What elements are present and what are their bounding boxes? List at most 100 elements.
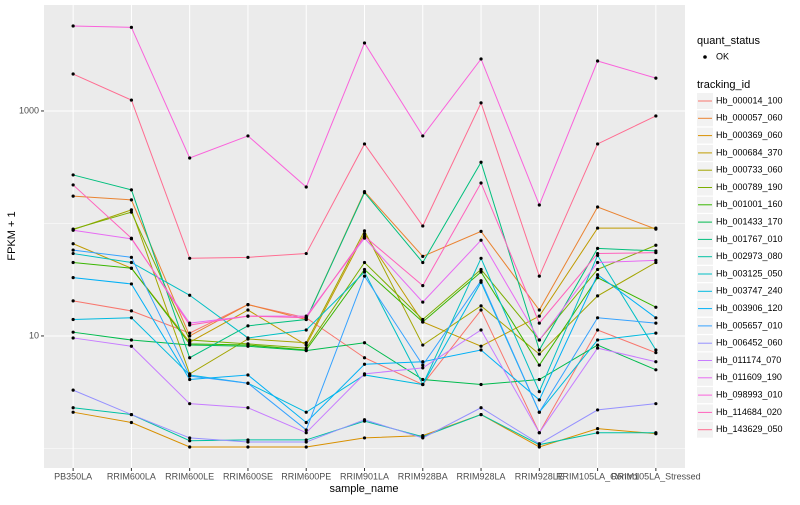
data-point	[304, 316, 308, 320]
data-point	[129, 255, 134, 259]
data-point	[595, 251, 600, 256]
data-point	[654, 114, 658, 118]
data-point	[188, 436, 192, 440]
data-point	[129, 338, 134, 342]
data-point	[595, 338, 600, 342]
data-point	[304, 428, 308, 432]
data-point	[595, 273, 600, 277]
data-point	[246, 373, 250, 377]
data-point	[188, 331, 192, 335]
data-point	[71, 248, 75, 252]
data-point	[129, 236, 134, 240]
y-tick-label: 10	[29, 330, 39, 340]
data-point	[479, 181, 483, 185]
data-point	[537, 442, 541, 446]
legend-label: Hb_001433_170	[716, 216, 783, 226]
legend-label: Hb_005657_010	[716, 320, 783, 330]
data-point	[421, 382, 425, 387]
data-point	[304, 328, 308, 332]
data-point	[71, 299, 75, 303]
data-point	[129, 25, 134, 29]
data-point	[654, 431, 658, 435]
data-point	[654, 351, 658, 355]
data-point	[479, 348, 483, 352]
data-point	[129, 260, 134, 265]
data-point	[479, 406, 483, 410]
data-point	[246, 302, 250, 307]
legend-label: Hb_114684_020	[716, 407, 782, 417]
data-point	[595, 276, 600, 280]
data-point	[479, 304, 483, 308]
data-point	[421, 284, 425, 288]
data-point	[479, 270, 483, 274]
data-point	[304, 410, 308, 414]
data-point	[479, 229, 483, 233]
data-point	[595, 205, 600, 209]
data-point	[71, 317, 75, 322]
legend-label: Hb_011174_070	[716, 355, 781, 365]
x-tick-label: RRIM105LA_Control	[556, 471, 639, 481]
data-point	[362, 229, 367, 233]
data-point	[129, 198, 134, 202]
data-point	[71, 260, 75, 265]
data-point	[304, 440, 308, 444]
data-point	[129, 208, 134, 212]
data-point	[246, 314, 250, 318]
data-point	[595, 343, 600, 347]
data-point	[537, 445, 541, 449]
data-point	[537, 410, 541, 414]
data-point	[479, 382, 483, 387]
legend-label: Hb_003906_120	[716, 303, 783, 313]
data-point	[188, 156, 192, 160]
data-point	[479, 412, 483, 417]
data-point	[188, 256, 192, 260]
data-point	[595, 316, 600, 320]
data-point	[129, 210, 134, 214]
data-point	[479, 267, 483, 272]
data-point	[421, 300, 425, 304]
data-point	[654, 251, 658, 255]
data-point	[421, 366, 425, 370]
data-point	[537, 203, 541, 207]
legend-label: Hb_003747_240	[716, 286, 783, 296]
x-tick-label: RRIM105LA_Stressed	[611, 471, 701, 481]
legend-label: Hb_098993_010	[716, 389, 783, 399]
data-point	[246, 324, 250, 328]
data-point	[304, 349, 308, 353]
data-point	[188, 343, 192, 347]
data-point	[421, 377, 425, 382]
legend-label: Hb_000789_190	[716, 182, 783, 192]
data-point	[654, 76, 658, 80]
data-point	[654, 258, 658, 262]
data-point	[188, 293, 192, 297]
data-point	[246, 406, 250, 410]
data-point	[595, 328, 600, 332]
data-point	[479, 279, 483, 283]
data-point	[129, 412, 134, 417]
data-point	[654, 305, 658, 309]
data-point	[537, 321, 541, 325]
data-point	[129, 266, 134, 270]
data-point	[246, 255, 250, 259]
data-point	[595, 267, 600, 272]
legend-label: Hb_000057_060	[716, 113, 783, 123]
data-point	[654, 243, 658, 247]
data-point	[304, 185, 308, 189]
x-tick-label: RRIM600PE	[281, 471, 331, 481]
data-point	[246, 308, 250, 312]
x-tick-label: RRIM928LE	[515, 471, 564, 481]
data-point	[654, 331, 658, 335]
data-point	[537, 390, 541, 394]
x-tick-label: RRIM928LA	[457, 471, 506, 481]
data-point	[129, 282, 134, 286]
legend-label: Hb_000733_060	[716, 165, 783, 175]
y-tick-label: 1000	[19, 105, 39, 115]
data-point	[362, 270, 367, 274]
data-point	[654, 360, 658, 364]
y-axis-title: FPKM + 1	[6, 211, 18, 260]
data-point	[188, 377, 192, 382]
data-point	[362, 418, 367, 422]
data-point	[595, 142, 600, 146]
data-point	[71, 194, 75, 198]
